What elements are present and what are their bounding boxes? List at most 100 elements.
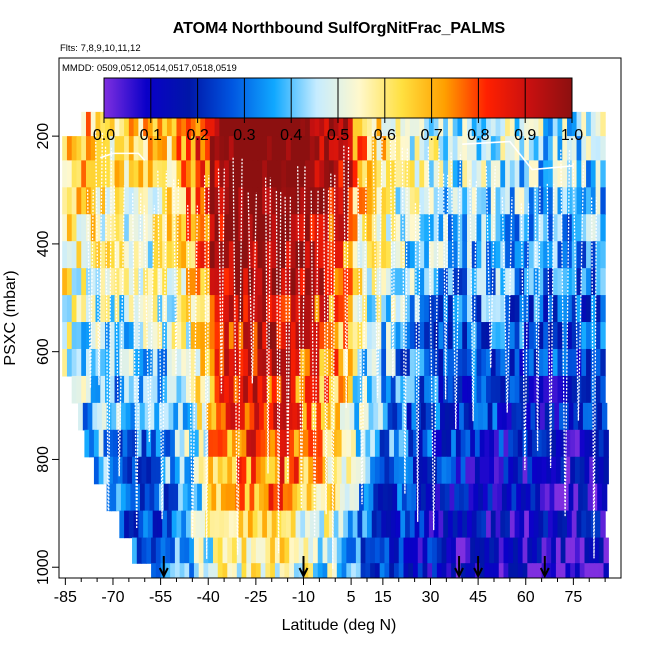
heatmap-cell xyxy=(138,136,144,161)
heatmap-cell xyxy=(289,563,295,578)
heatmap-cell xyxy=(524,187,530,215)
heatmap-cell xyxy=(533,187,540,215)
heatmap-cell xyxy=(362,348,368,377)
heatmap-cell xyxy=(141,429,147,458)
heatmap-cell xyxy=(71,322,78,350)
heatmap-cell xyxy=(378,402,384,431)
heatmap-cell xyxy=(522,563,528,578)
heatmap-cell xyxy=(238,214,244,242)
heatmap-cell xyxy=(481,348,487,377)
heatmap-cell xyxy=(513,429,519,458)
heatmap-cell xyxy=(76,348,82,377)
heatmap-cell xyxy=(508,429,514,458)
heatmap-cell xyxy=(152,510,159,539)
heatmap-cell xyxy=(286,268,292,296)
heatmap-cell xyxy=(128,136,135,161)
heatmap-cell xyxy=(511,483,517,512)
heatmap-cell xyxy=(286,241,292,269)
heatmap-cell xyxy=(186,111,192,137)
heatmap-cell xyxy=(489,563,495,578)
heatmap-cell xyxy=(95,160,101,188)
heatmap-cell xyxy=(346,537,352,564)
heatmap-cell xyxy=(600,111,606,137)
heatmap-cell xyxy=(217,563,224,578)
heatmap-cell xyxy=(76,295,82,323)
heatmap-cell xyxy=(355,563,362,578)
heatmap-cell xyxy=(143,375,149,404)
heatmap-cell xyxy=(454,402,460,431)
heatmap-cell xyxy=(338,136,344,161)
heatmap-cell xyxy=(532,537,538,564)
heatmap-cell xyxy=(308,537,314,564)
heatmap-cell xyxy=(309,111,316,137)
heatmap-cell xyxy=(390,241,397,269)
heatmap-cell xyxy=(517,429,524,458)
heatmap-cell xyxy=(484,429,490,458)
heatmap-cell xyxy=(90,295,97,323)
heatmap-cell xyxy=(490,214,497,242)
heatmap-cell xyxy=(338,295,344,323)
heatmap-cell xyxy=(557,375,563,404)
heatmap-cell xyxy=(209,322,216,350)
heatmap-cell xyxy=(551,429,557,458)
heatmap-cell xyxy=(320,402,327,431)
heatmap-cell xyxy=(420,483,427,512)
heatmap-cell xyxy=(128,375,135,404)
heatmap-cell xyxy=(341,456,347,485)
heatmap-cell xyxy=(81,348,87,377)
heatmap-cell xyxy=(490,295,497,323)
heatmap-cell xyxy=(190,375,197,404)
heatmap-cell xyxy=(536,537,543,564)
heatmap-cell xyxy=(376,187,382,215)
heatmap-cell xyxy=(284,537,290,564)
heatmap-cell xyxy=(322,429,328,458)
heatmap-cell xyxy=(309,136,316,161)
heatmap-cell xyxy=(495,268,501,296)
heatmap-cell xyxy=(316,483,322,512)
heatmap-cell xyxy=(268,402,274,431)
heatmap-cell xyxy=(252,510,259,539)
heatmap-cell xyxy=(166,187,173,215)
heatmap-cell xyxy=(584,456,590,485)
heatmap-cell xyxy=(551,456,557,485)
heatmap-cell xyxy=(522,537,528,564)
heatmap-cell xyxy=(481,160,487,188)
heatmap-cell xyxy=(224,322,230,350)
heatmap-cell xyxy=(317,456,324,485)
heatmap-cell xyxy=(579,429,586,458)
heatmap-cell xyxy=(271,510,278,539)
heatmap-cell xyxy=(393,537,400,564)
heatmap-cell xyxy=(276,241,282,269)
heatmap-cell xyxy=(362,375,368,404)
heatmap-cell xyxy=(181,214,187,242)
heatmap-cell xyxy=(163,402,170,431)
heatmap-cell xyxy=(457,268,463,296)
heatmap-cell xyxy=(228,348,235,377)
heatmap-cell xyxy=(422,456,428,485)
heatmap-cell xyxy=(505,214,511,242)
heatmap-cell xyxy=(162,111,168,137)
heatmap-cell xyxy=(495,136,501,161)
heatmap-cell xyxy=(352,187,359,215)
heatmap-cell xyxy=(366,375,373,404)
heatmap-cell xyxy=(405,241,411,269)
heatmap-cell xyxy=(582,483,589,512)
heatmap-cell xyxy=(393,429,400,458)
heatmap-cell xyxy=(286,160,292,188)
heatmap-cell xyxy=(520,483,527,512)
heatmap-cell xyxy=(243,295,249,323)
heatmap-cell xyxy=(190,510,197,539)
heatmap-cell xyxy=(505,187,511,215)
heatmap-cell xyxy=(414,268,420,296)
heatmap-cell xyxy=(233,160,239,188)
heatmap-cell xyxy=(322,563,328,578)
heatmap-cell xyxy=(471,241,478,269)
heatmap-cell xyxy=(170,429,176,458)
heatmap-cell xyxy=(281,295,287,323)
colorbar-ticks: 0.0 0.1 0.2 0.3 0.4 0.5 0.6 0.7 0.8 0.9 1.0 xyxy=(93,78,583,144)
heatmap-cell xyxy=(98,456,105,485)
heatmap-cell xyxy=(528,160,535,188)
heatmap-cell xyxy=(406,402,413,431)
heatmap-cell xyxy=(498,537,505,564)
